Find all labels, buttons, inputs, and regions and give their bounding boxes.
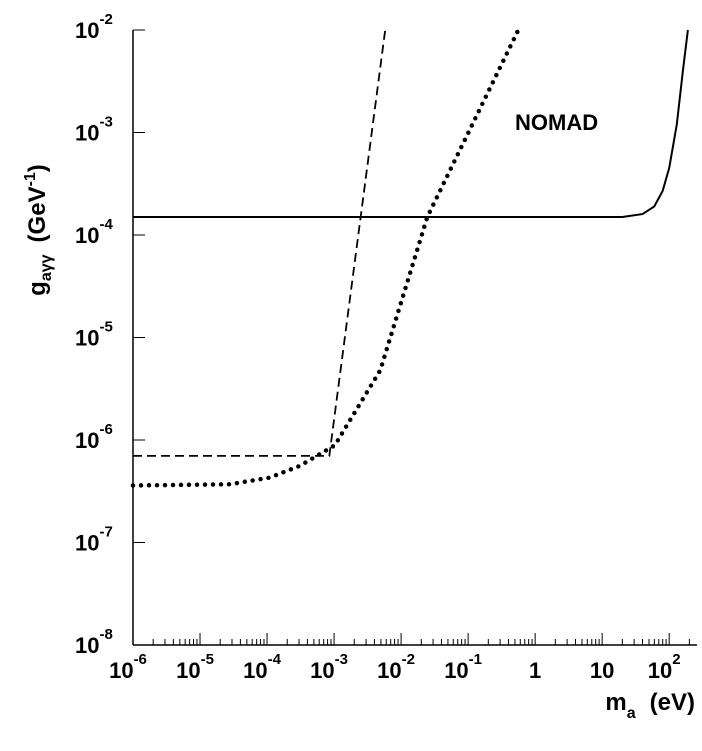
y-tick-label: 10-3 [75, 114, 113, 146]
y-tick-label-base: 10 [75, 18, 99, 43]
x-tick-label-exp: -1 [469, 651, 482, 668]
y-tick-label-exp: -8 [99, 626, 112, 643]
y-tick-label: 10-2 [75, 11, 113, 43]
y-tick-label-base: 10 [75, 428, 99, 453]
y-axis-title-unit: (GeV [24, 186, 51, 242]
annotation: NOMAD [515, 110, 598, 135]
x-tick-label: 1 [529, 658, 541, 683]
x-tick-label: 10-6 [109, 651, 147, 683]
y-tick-label: 10-4 [75, 216, 113, 248]
x-tick-label: 10-5 [176, 651, 214, 683]
x-tick-label: 10-2 [377, 651, 415, 683]
y-tick-label-exp: -3 [99, 114, 112, 131]
y-tick-label-base: 10 [75, 326, 99, 351]
y-axis-title-end: ) [24, 164, 51, 172]
series-line [133, 29, 387, 457]
y-tick-label: 10-8 [75, 626, 113, 658]
y-axis-title-sub: aγγ [38, 254, 55, 281]
x-tick-label-base: 10 [176, 658, 200, 683]
x-tick-label-base: 10 [310, 658, 334, 683]
x-tick-label-base: 10 [648, 658, 672, 683]
x-tick-label-base: 10 [377, 658, 401, 683]
x-tick-label-exp: -4 [268, 651, 282, 668]
y-axis-title: gaγγ (GeV-1) [22, 164, 55, 296]
x-tick-label: 10-3 [310, 651, 348, 683]
x-tick-label: 10 [590, 658, 614, 683]
y-axis-title-sup: -1 [22, 172, 39, 186]
x-tick-label-exp: 2 [672, 651, 680, 668]
x-axis-title-unit: (eV) [650, 689, 695, 716]
x-axis-title-sub: a [627, 705, 636, 722]
x-tick-label-base: 10 [243, 658, 267, 683]
y-tick-label-base: 10 [75, 223, 99, 248]
x-tick-label: 10-1 [444, 651, 482, 683]
x-tick-label: 10-4 [243, 651, 281, 683]
y-tick-label: 10-5 [75, 319, 113, 351]
y-tick-label-base: 10 [75, 531, 99, 556]
y-tick-label-exp: -7 [99, 524, 112, 541]
x-tick-label-base: 10 [444, 658, 468, 683]
series-line [133, 29, 689, 218]
x-tick-label-base: 10 [109, 658, 133, 683]
x-tick-label-exp: -5 [201, 651, 214, 668]
y-tick-label-base: 10 [75, 633, 99, 658]
x-axis-title: ma (eV) [605, 689, 695, 722]
y-axis-title-main: g [24, 281, 51, 296]
y-tick-label-exp: -2 [99, 11, 112, 28]
y-tick-label: 10-7 [75, 524, 113, 556]
x-tick-label-exp: -6 [134, 651, 147, 668]
x-tick-label: 102 [648, 651, 681, 683]
series-line [130, 27, 521, 488]
y-tick-label-exp: -6 [99, 421, 112, 438]
x-tick-label-exp: -3 [335, 651, 348, 668]
y-tick-label: 10-6 [75, 421, 113, 453]
y-tick-label-base: 10 [75, 121, 99, 146]
y-tick-label-exp: -4 [99, 216, 113, 233]
y-tick-label-exp: -5 [99, 319, 112, 336]
x-tick-label-exp: -2 [402, 651, 415, 668]
x-axis-title-main: m [605, 689, 626, 716]
